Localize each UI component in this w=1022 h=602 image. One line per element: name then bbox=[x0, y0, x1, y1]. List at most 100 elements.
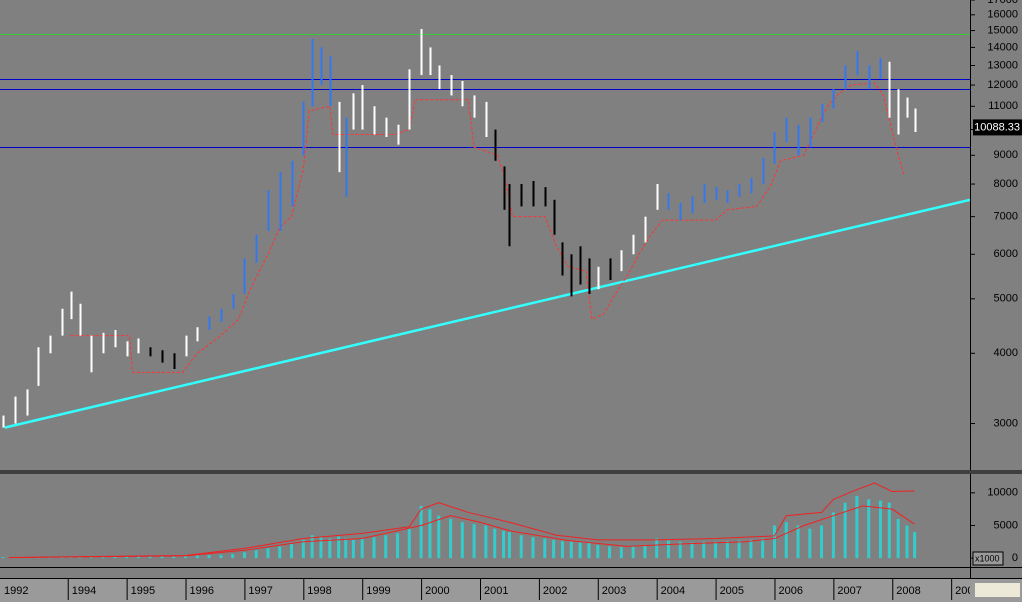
panel-divider bbox=[0, 470, 1022, 474]
y-tick-label: 7000 bbox=[994, 211, 1018, 223]
volume-bar bbox=[867, 499, 871, 559]
y-tick-label: 14000 bbox=[987, 41, 1018, 53]
volume-bar bbox=[631, 546, 635, 559]
volume-bar bbox=[808, 528, 812, 559]
volume-bar bbox=[278, 546, 282, 559]
x-tick-label: 1998 bbox=[307, 585, 331, 597]
volume-bar bbox=[384, 535, 388, 559]
y-tick-label: 13000 bbox=[987, 59, 1018, 71]
volume-bar bbox=[219, 554, 223, 559]
x-tick-label: 2001 bbox=[484, 585, 508, 597]
y-tick-label: 10000 bbox=[987, 487, 1018, 499]
volume-bar bbox=[101, 556, 105, 559]
volume-bar bbox=[552, 539, 556, 559]
y-tick-label: 16000 bbox=[987, 9, 1018, 21]
volume-bar bbox=[619, 547, 623, 559]
x-tick-label: 2009 bbox=[955, 585, 979, 597]
volume-bar bbox=[160, 556, 164, 559]
unit-label: x1000 bbox=[975, 553, 1000, 563]
volume-bar bbox=[887, 502, 891, 559]
volume-bar bbox=[290, 543, 294, 559]
volume-bar bbox=[784, 522, 788, 559]
volume-bar bbox=[796, 525, 800, 559]
volume-bar bbox=[725, 541, 729, 559]
volume-bar bbox=[195, 555, 199, 559]
y-tick-label: 17000 bbox=[987, 0, 1018, 6]
volume-bar bbox=[419, 505, 423, 559]
x-tick-label: 2003 bbox=[602, 585, 626, 597]
volume-bar bbox=[855, 496, 859, 559]
y-tick-label: 12000 bbox=[987, 79, 1018, 91]
volume-bar bbox=[749, 539, 753, 559]
volume-bar bbox=[344, 538, 348, 559]
volume-bar bbox=[519, 535, 523, 559]
volume-bar bbox=[372, 537, 376, 559]
x-tick-label: 2006 bbox=[778, 585, 802, 597]
scroll-box[interactable] bbox=[975, 583, 1020, 597]
y-tick-label: 0 bbox=[1012, 552, 1018, 564]
x-tick-label: 1997 bbox=[248, 585, 272, 597]
volume-bar bbox=[351, 539, 355, 559]
y-tick-label: 8000 bbox=[994, 178, 1018, 190]
volume-bar bbox=[714, 541, 718, 559]
volume-bar bbox=[531, 537, 535, 559]
volume-bar bbox=[449, 518, 453, 559]
volume-bar bbox=[905, 525, 909, 559]
volume-bar bbox=[702, 541, 706, 559]
y-tick-label: 5000 bbox=[994, 519, 1018, 531]
volume-bar bbox=[207, 555, 211, 559]
volume-bar bbox=[596, 545, 600, 559]
volume-bar bbox=[136, 556, 140, 559]
volume-bar bbox=[407, 528, 411, 559]
volume-bar bbox=[643, 545, 647, 559]
volume-bar bbox=[113, 556, 117, 559]
y-tick-label: 5000 bbox=[994, 293, 1018, 305]
volume-bar bbox=[148, 556, 152, 559]
volume-bar bbox=[360, 538, 364, 559]
last-price-label: 10088.33 bbox=[974, 121, 1020, 133]
volume-bar bbox=[328, 538, 332, 559]
volume-bar bbox=[761, 538, 765, 559]
volume-bar bbox=[254, 550, 258, 559]
volume-bar bbox=[460, 522, 464, 559]
volume-bar bbox=[125, 556, 129, 559]
volume-average bbox=[8, 505, 915, 559]
volume-bar bbox=[878, 500, 882, 559]
volume-bar bbox=[472, 524, 476, 559]
volume-bar bbox=[560, 541, 564, 559]
volume-bar bbox=[543, 538, 547, 559]
volume-bar bbox=[678, 541, 682, 559]
time-axis bbox=[0, 578, 1022, 602]
x-tick-label: 2008 bbox=[896, 585, 920, 597]
volume-bar bbox=[666, 540, 670, 559]
x-tick-label: 2005 bbox=[720, 585, 744, 597]
y-tick-label: 11000 bbox=[988, 100, 1018, 112]
volume-bar bbox=[1, 557, 5, 559]
volume-bar bbox=[172, 556, 176, 559]
x-tick-label: 1999 bbox=[366, 585, 390, 597]
volume-bar bbox=[655, 538, 659, 559]
volume-bar bbox=[319, 537, 323, 559]
volume-bar bbox=[310, 535, 314, 559]
volume-bar bbox=[231, 554, 235, 559]
volume-bar bbox=[608, 546, 612, 559]
volume-bar bbox=[428, 509, 432, 559]
volume-bar bbox=[301, 539, 305, 559]
volume-bar bbox=[242, 552, 246, 559]
x-tick-label: 1994 bbox=[72, 585, 96, 597]
volume-bar bbox=[502, 530, 506, 559]
trendline bbox=[4, 198, 970, 429]
volume-bar bbox=[820, 525, 824, 559]
y-tick-label: 6000 bbox=[994, 248, 1018, 260]
volume-bar bbox=[772, 525, 776, 559]
volume-bar bbox=[843, 502, 847, 559]
volume-bar bbox=[396, 533, 400, 559]
volume-bar bbox=[89, 556, 93, 559]
last-price-box bbox=[973, 119, 1022, 136]
volume-bar bbox=[484, 525, 488, 559]
y-tick-label: 3000 bbox=[994, 417, 1018, 429]
volume-bar bbox=[184, 555, 188, 559]
plot-area: 1992 1994 1995 1996 1997 1998 1999 2000 2001 2002… bbox=[0, 28, 979, 597]
